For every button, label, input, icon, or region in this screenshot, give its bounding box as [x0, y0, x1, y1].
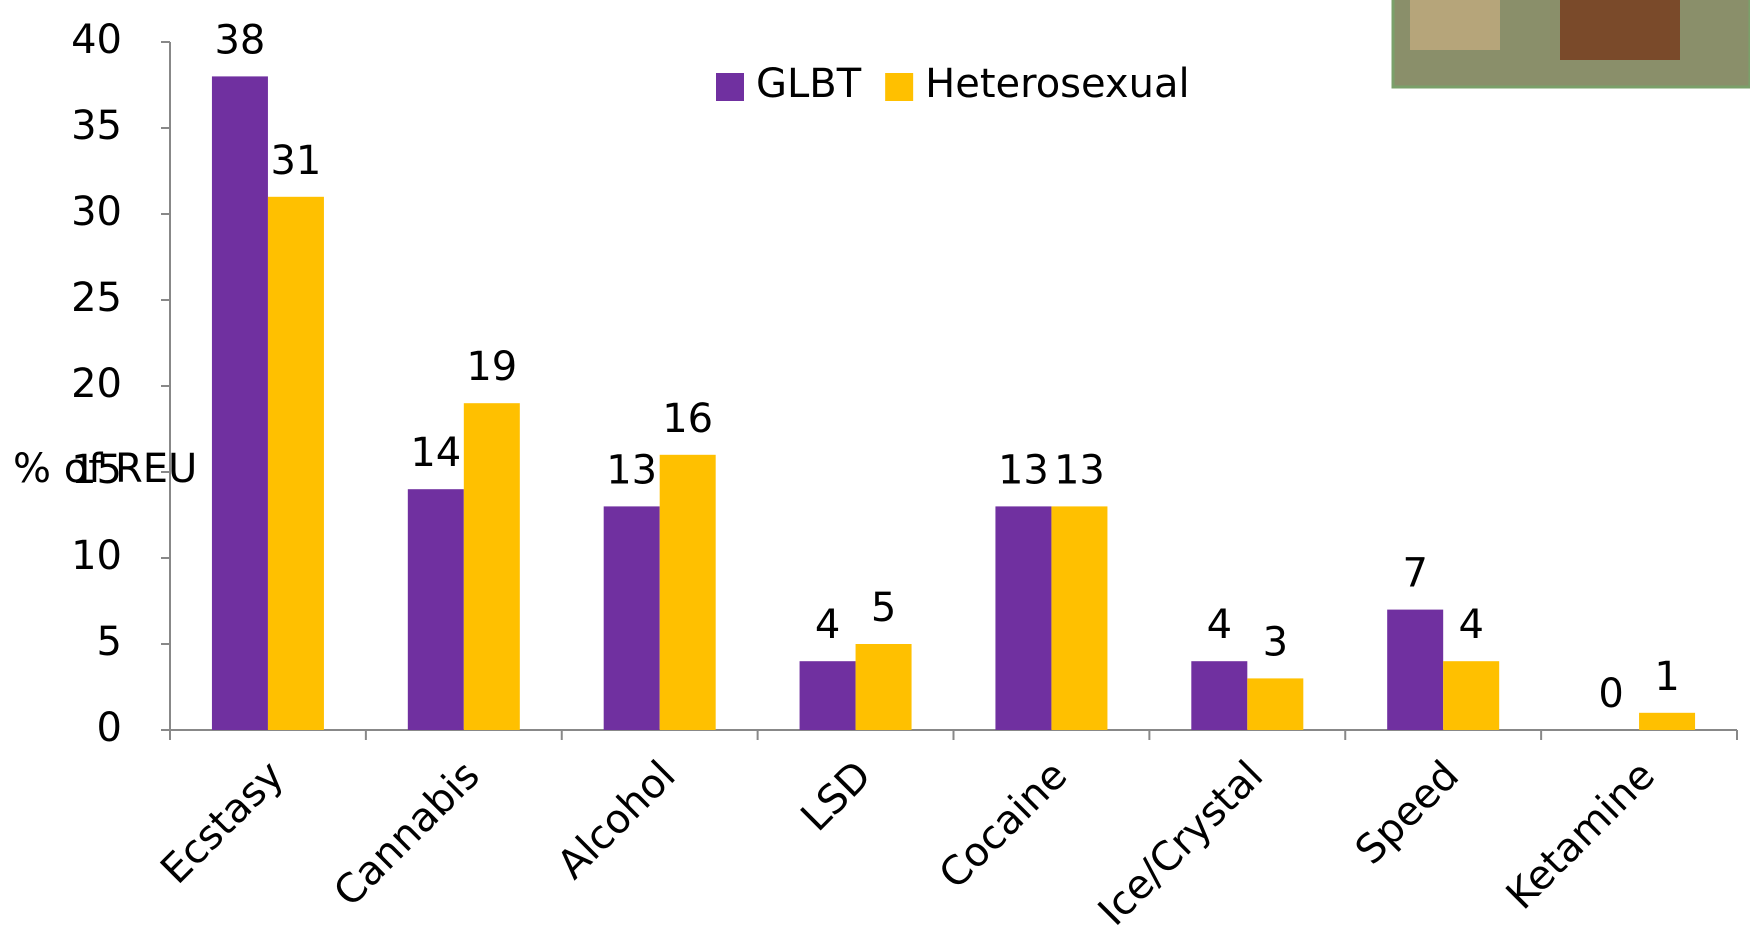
bar — [463, 403, 520, 730]
value-label: 4 — [1207, 602, 1232, 648]
y-tick-label: 5 — [97, 619, 122, 665]
value-label: 31 — [270, 138, 321, 184]
x-tick-label: LSD — [792, 752, 880, 840]
bar — [995, 506, 1052, 730]
photo-detail — [1560, 0, 1680, 60]
y-tick-label: 40 — [71, 17, 122, 63]
x-tick-label: Speed — [1347, 752, 1468, 873]
photo-detail — [1410, 0, 1500, 50]
y-tick-label: 30 — [71, 189, 122, 235]
y-tick-label: 10 — [71, 533, 122, 579]
bar — [267, 196, 324, 731]
value-label: 4 — [1458, 602, 1483, 648]
y-tick-label: 0 — [97, 705, 122, 751]
bar — [211, 76, 268, 730]
bar — [407, 489, 464, 730]
legend-label: GLBT — [756, 61, 862, 107]
bar — [1247, 678, 1304, 730]
legend-swatch — [885, 73, 914, 101]
value-label: 13 — [1054, 447, 1105, 493]
bar — [1051, 506, 1108, 730]
x-tick-label: Cannabis — [325, 752, 488, 915]
legend-swatch — [716, 73, 744, 101]
value-label: 16 — [662, 396, 713, 442]
value-label: 3 — [1263, 619, 1288, 665]
value-label: 4 — [815, 602, 840, 648]
bar — [659, 454, 716, 730]
legend-label: Heterosexual — [925, 61, 1189, 107]
bar — [1387, 609, 1444, 730]
value-label: 5 — [871, 585, 896, 631]
x-tick-label: Ecstasy — [152, 752, 293, 893]
value-label: 14 — [410, 430, 461, 476]
y-tick-label: 20 — [71, 361, 122, 407]
y-tick-label: 35 — [71, 103, 122, 149]
value-label: 19 — [466, 344, 517, 390]
x-tick-label: Alcohol — [549, 752, 685, 888]
x-tick-label: Ketamine — [1498, 752, 1664, 918]
bar — [855, 644, 912, 730]
x-tick-label: Ice/Crystal — [1090, 752, 1272, 934]
value-label: 0 — [1598, 671, 1623, 717]
bar — [799, 661, 856, 730]
y-tick-label: 15 — [71, 447, 122, 493]
bar — [603, 506, 660, 730]
bar — [1639, 712, 1696, 730]
value-label: 7 — [1402, 551, 1427, 597]
value-label: 1 — [1654, 654, 1679, 700]
value-label: 13 — [998, 447, 1049, 493]
value-label: 38 — [214, 17, 265, 63]
bar — [1191, 661, 1248, 730]
y-axis-label: % of REU — [13, 446, 197, 492]
x-tick-label: Cocaine — [931, 752, 1077, 898]
y-tick-label: 25 — [71, 275, 122, 321]
bar — [1443, 661, 1500, 730]
value-label: 13 — [606, 447, 657, 493]
